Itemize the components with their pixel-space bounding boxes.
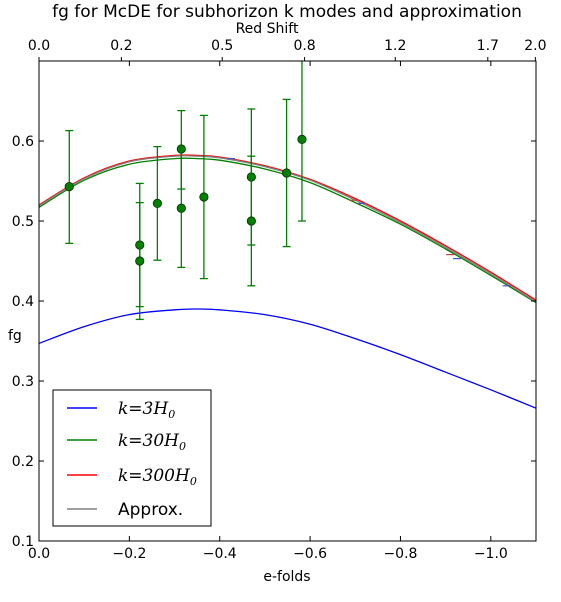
top-tick-label-3: 0.8 [293,38,315,54]
y-tick-label-4: 0.5 [12,214,34,230]
series-line-3 [39,155,536,303]
legend-label-k30: k=30H0 [118,431,186,453]
data-point-6 [199,192,209,202]
x-axis-label: e-folds [263,569,310,585]
x-tick-label-4: −0.8 [383,546,417,562]
legend-box [52,389,212,527]
legend-label-k300: k=300H0 [118,466,197,488]
y-tick-label-5: 0.6 [12,134,34,150]
top-tick-label-0: 0.0 [28,38,50,54]
y-axis-label: fg [8,328,22,344]
chart-title: fg for McDE for subhorizon k modes and a… [52,2,522,22]
x-tick-label-5: −1.0 [474,546,508,562]
y-tick-label-3: 0.4 [12,294,34,310]
top-tick-label-5: 1.7 [477,38,499,54]
top-tick-label-2: 0.5 [211,38,233,54]
data-point-9 [281,168,292,178]
y-tick-label-1: 0.2 [12,454,34,470]
legend-label-approx: Approx. [118,500,183,520]
data-point-8 [246,216,256,226]
y-tick-label-2: 0.3 [12,374,34,390]
series-line-2 [39,154,536,301]
series-line-0 [39,308,536,409]
data-point-10 [297,134,307,144]
x-tick-label-0: 0.0 [28,546,50,562]
top-tick-label-6: 2.0 [524,38,546,54]
plot-area [39,61,536,409]
x-tick-label-2: −0.4 [203,546,237,562]
data-point-2 [135,256,145,266]
top-axis-label: Red Shift [236,21,299,37]
series-line-1 [39,157,536,304]
top-tick-label-4: 1.2 [384,38,406,54]
y-tick-label-0: 0.1 [12,534,34,550]
x-tick-label-3: −0.6 [293,546,327,562]
top-tick-label-1: 0.2 [110,38,132,54]
x-tick-label-1: −0.2 [112,546,146,562]
data-point-3 [152,198,162,208]
legend: k=3H0 k=30H0 k=300H0 Approx. [52,389,212,527]
legend-label-k3: k=3H0 [118,399,175,421]
data-point-5 [176,203,186,213]
data-point-0 [64,182,74,192]
